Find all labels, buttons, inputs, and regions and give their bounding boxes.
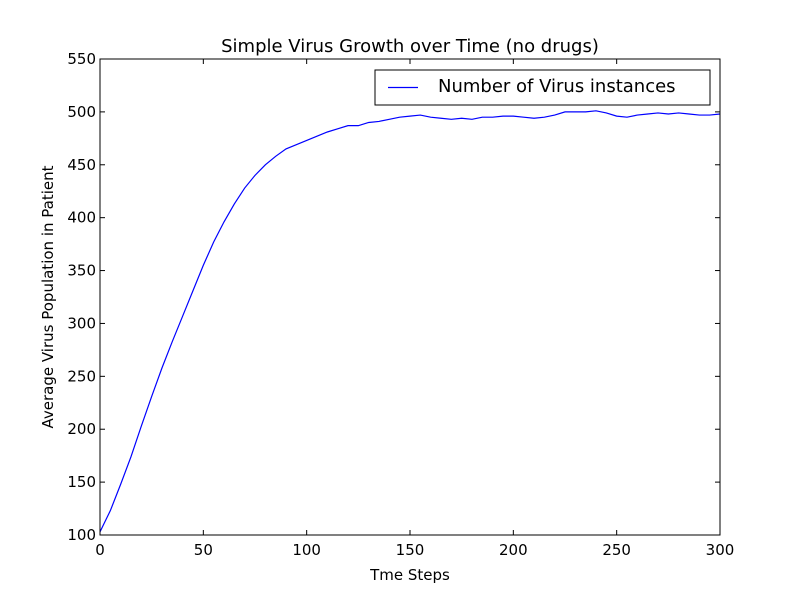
series-line-0 (99, 110, 721, 533)
y-axis-label: Average Virus Population in Patient (39, 165, 57, 428)
x-tick-label: 250 (602, 541, 631, 559)
y-tick-label: 100 (67, 526, 96, 544)
x-tick-label: 100 (292, 541, 321, 559)
y-tick-label: 250 (67, 367, 96, 385)
y-tick-label: 150 (67, 473, 96, 491)
legend-label: Number of Virus instances (438, 76, 676, 97)
y-tick-label: 300 (67, 314, 96, 332)
x-axis-label: Tme Steps (369, 566, 450, 584)
x-tick-label: 300 (706, 541, 735, 559)
legend-box (374, 69, 711, 106)
x-tick-label: 150 (396, 541, 425, 559)
plot-area (99, 110, 721, 533)
x-tick-label: 0 (95, 541, 105, 559)
y-tick-label: 500 (67, 103, 96, 121)
legend: Number of Virus instances (374, 69, 711, 106)
y-tick-label: 200 (67, 420, 96, 438)
x-tick-label: 50 (194, 541, 213, 559)
axis-ticks: 0 50 100 150 200 250 300 100 150 200 250 300 350 400 4… (67, 50, 734, 559)
chart-title: Simple Virus Growth over Time (no drugs) (221, 36, 599, 57)
y-tick-label: 450 (67, 156, 96, 174)
y-tick-label: 550 (67, 50, 96, 68)
y-tick-label: 350 (67, 262, 96, 280)
y-tick-label: 400 (67, 209, 96, 227)
x-tick-label: 200 (499, 541, 528, 559)
